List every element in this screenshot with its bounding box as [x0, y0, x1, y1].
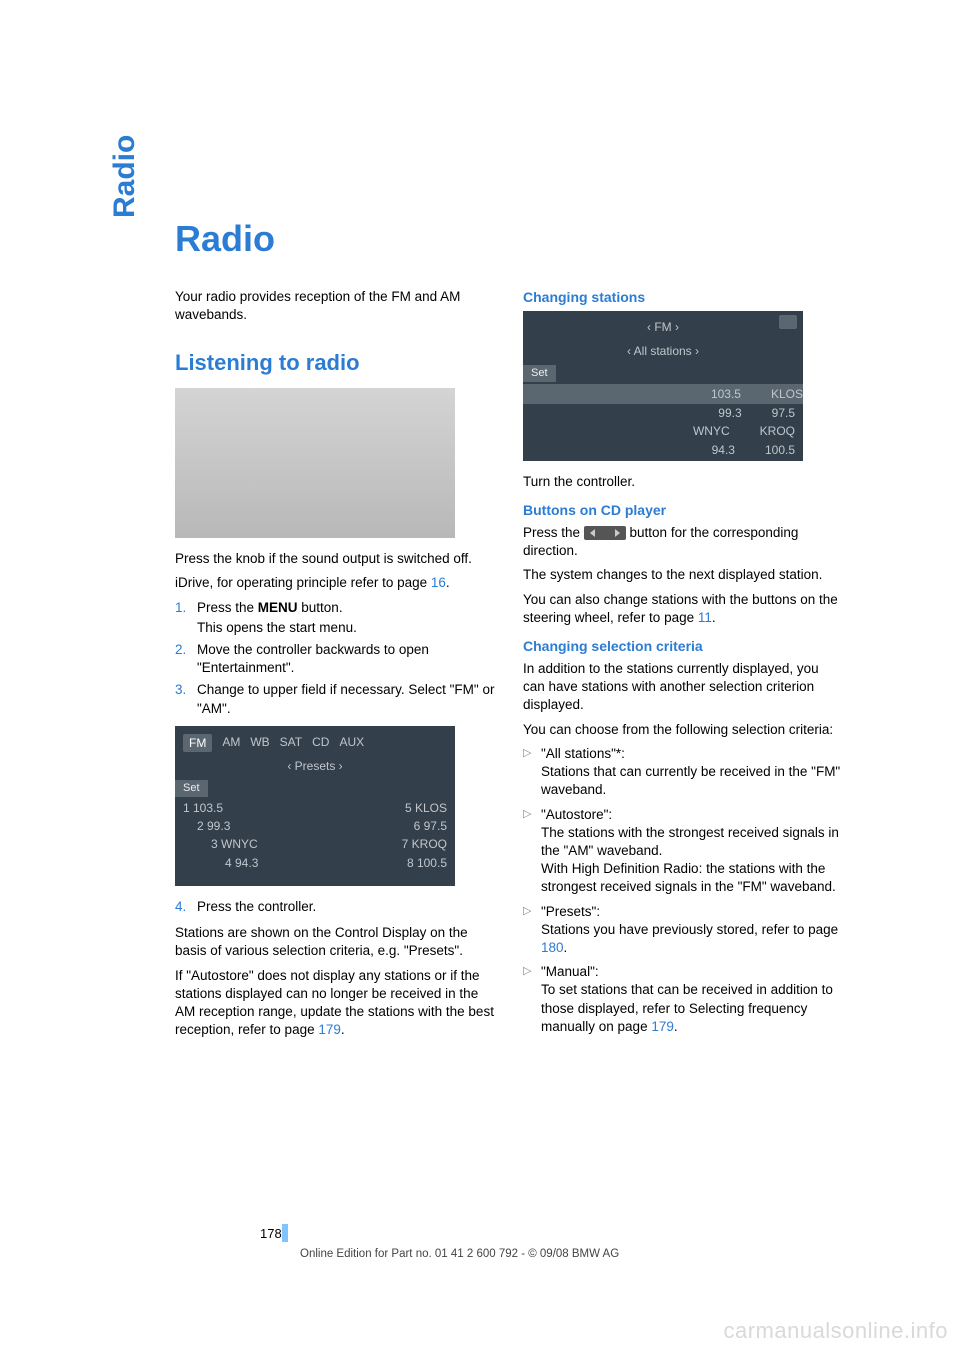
- page-number-bar: [282, 1224, 288, 1242]
- turn-controller-text: Turn the controller.: [523, 473, 843, 491]
- left-column: Your radio provides reception of the FM …: [175, 288, 495, 1045]
- page-link-179a[interactable]: 179: [318, 1022, 341, 1037]
- heading-buttons-cd: Buttons on CD player: [523, 501, 843, 520]
- press-button-text: Press the button for the corresponding d…: [523, 524, 843, 560]
- steps-list: 1.Press the MENU button.This opens the s…: [175, 599, 495, 718]
- radio-photo: [175, 388, 455, 538]
- criteria-p1: In addition to the stations currently di…: [523, 660, 843, 715]
- press-knob-text: Press the knob if the sound output is sw…: [175, 550, 495, 568]
- prev-next-button-icon: [584, 526, 626, 540]
- heading-listening: Listening to radio: [175, 348, 495, 378]
- screen-presets: FMAMWBSATCDAUX ‹ Presets › Set 1 103.55 …: [175, 726, 455, 886]
- heading-changing-stations: Changing stations: [523, 288, 843, 307]
- autostore-paragraph: If "Autostore" does not display any stat…: [175, 967, 495, 1040]
- intro-text: Your radio provides reception of the FM …: [175, 288, 495, 324]
- right-column: Changing stations ‹ FM › ‹ All stations …: [523, 288, 843, 1045]
- criteria-p2: You can choose from the following select…: [523, 721, 843, 739]
- heading-selection-criteria: Changing selection criteria: [523, 637, 843, 656]
- idrive-text: iDrive, for operating principle refer to…: [175, 574, 495, 592]
- footer-text: Online Edition for Part no. 01 41 2 600 …: [300, 1248, 619, 1260]
- page-link-16[interactable]: 16: [431, 575, 446, 590]
- page-number: 178: [260, 1226, 282, 1241]
- watermark: carmanualsonline.info: [723, 1318, 948, 1344]
- criteria-list: ▷"All stations"*:Stations that can curre…: [523, 745, 843, 1036]
- home-icon: [779, 315, 797, 329]
- section-tab: Radio: [108, 135, 142, 218]
- page-content: Radio Your radio provides reception of t…: [175, 218, 845, 1045]
- step-4: 4.Press the controller.: [175, 898, 495, 916]
- screen-all-stations: ‹ FM › ‹ All stations › Set 103.5KLOS99.…: [523, 311, 803, 461]
- steering-wheel-text: You can also change stations with the bu…: [523, 591, 843, 627]
- page-title: Radio: [175, 218, 845, 260]
- system-changes-text: The system changes to the next displayed…: [523, 566, 843, 584]
- stations-paragraph: Stations are shown on the Control Displa…: [175, 924, 495, 960]
- page-link-11[interactable]: 11: [698, 610, 712, 625]
